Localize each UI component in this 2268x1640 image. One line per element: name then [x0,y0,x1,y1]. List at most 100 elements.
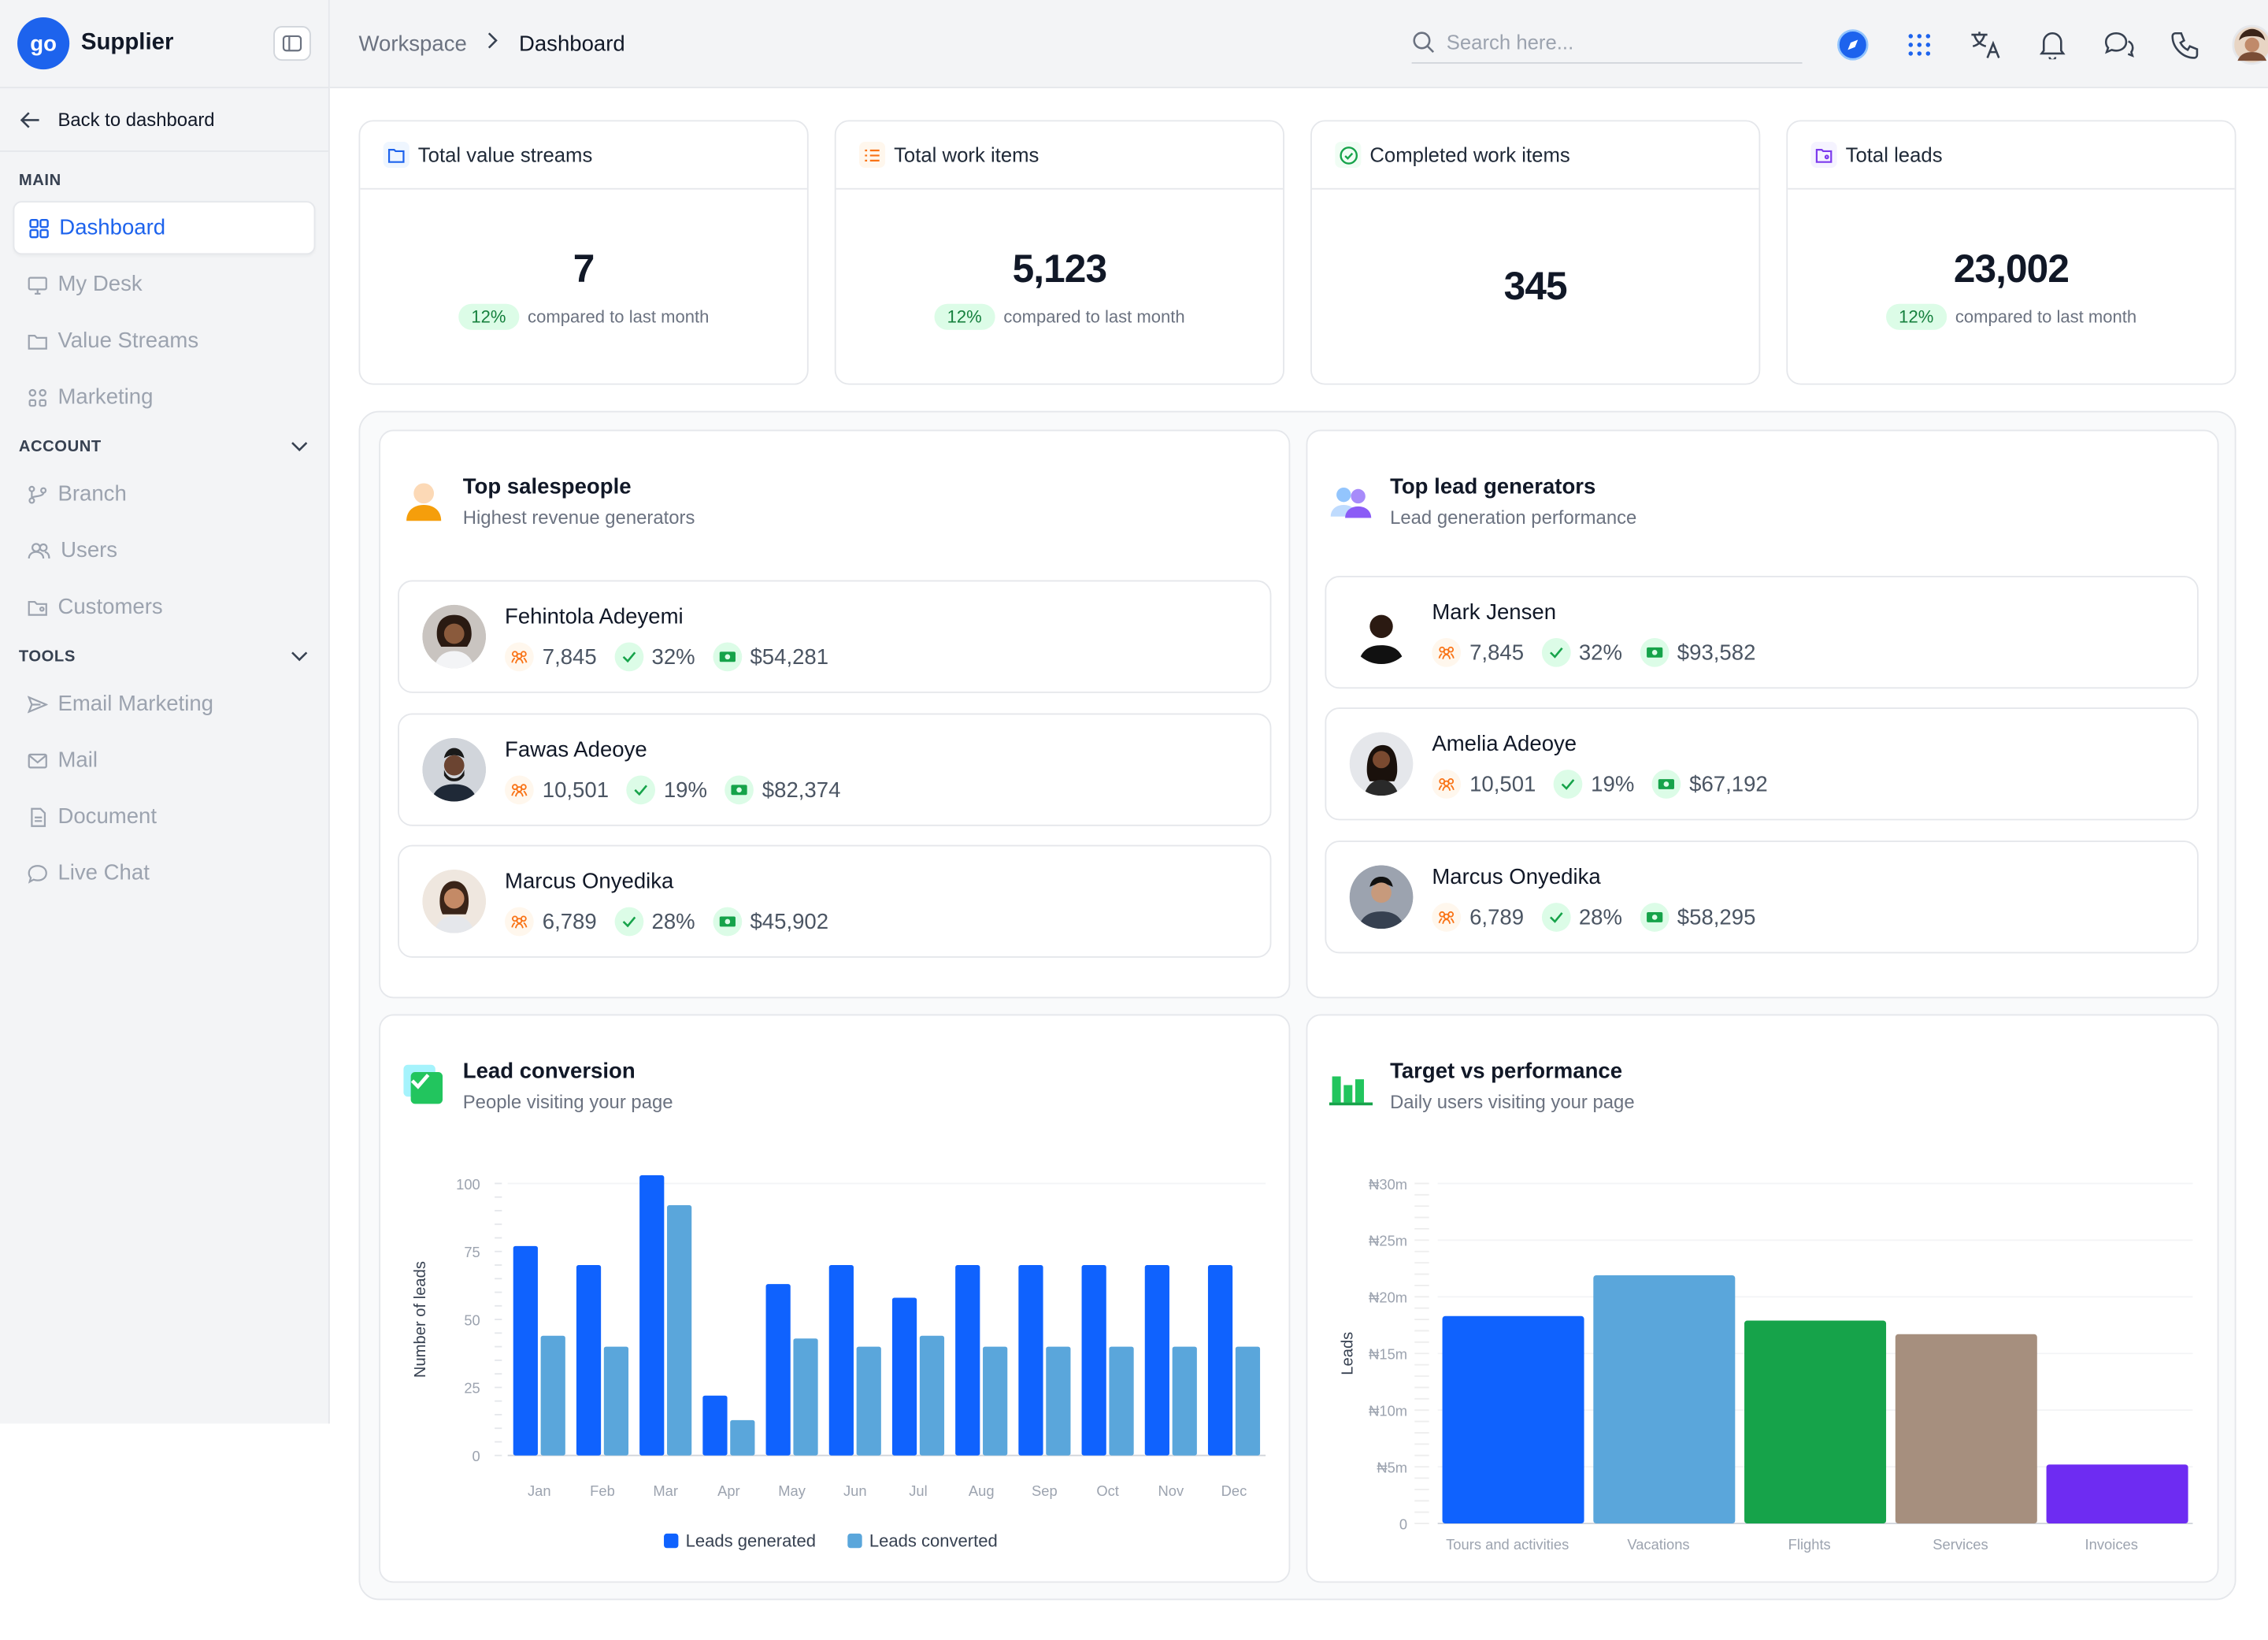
translate-button[interactable] [1953,24,2019,65]
sidebar-item-my-desk[interactable]: My Desk [13,258,316,311]
list-icon [858,141,886,169]
leads-count: 6,789 [542,909,597,934]
x-tick-label: Services [1933,1536,1988,1553]
list-item[interactable]: Fehintola Adeyemi 7,845 32% $54,281 [398,580,1272,693]
stat-card-total-leads[interactable]: Total leads 23,002 12% compared to last m… [1786,120,2236,385]
breadcrumb-dashboard: Dashboard [518,31,625,56]
folder-user-icon [1810,141,1837,169]
revenue: $82,374 [762,777,841,803]
x-tick-label: Nov [1158,1482,1184,1499]
cash-icon [1651,770,1681,799]
stat-card-work-items[interactable]: Total work items 5,123 12% compared to la… [834,120,1284,385]
sidebar-item-label: Customers [57,594,163,620]
sidebar-item-label: Live Chat [57,860,150,886]
sidebar: go Supplier Back to dashboard MAIN Dashb… [0,0,330,1424]
messages-button[interactable] [2086,24,2152,65]
stat-card-value-streams[interactable]: Total value streams 7 12% compared to las… [358,120,809,385]
grid-icon [29,218,49,238]
notifications-button[interactable] [2019,24,2085,65]
sidebar-item-branch[interactable]: Branch [13,467,316,521]
check-circle-icon [1335,141,1362,169]
arrow-left-icon [20,111,39,128]
translate-icon [1971,32,2000,58]
messages-icon [2104,32,2134,58]
change-text: compared to last month [1955,306,2137,328]
x-tick-label: Jan [528,1482,551,1499]
stat-change: 12% compared to last month [836,303,1284,330]
bar-chart-icon [1329,1076,1373,1106]
sidebar-item-email-marketing[interactable]: Email Marketing [13,677,316,731]
conversion-rate: 32% [651,644,695,670]
check-icon [626,775,655,805]
bar-generated [828,1265,854,1456]
bar-converted [603,1346,629,1456]
avatar [1349,865,1414,929]
stat-value: 7 [573,247,595,291]
card-title: Top lead generators [1390,474,1596,499]
y-tick-label: ₦10m [1369,1403,1407,1419]
x-tick-label: Jul [909,1482,927,1499]
sidebar-item-value-streams[interactable]: Value Streams [13,314,316,368]
avatar [422,737,487,802]
sidebar-item-customers[interactable]: Customers [13,581,316,634]
sidebar-item-dashboard[interactable]: Dashboard [13,201,316,255]
x-tick-label: Mar [653,1482,678,1499]
compass-icon [1837,29,1869,61]
list-item[interactable]: Marcus Onyedika 6,789 28% $45,902 [398,844,1272,958]
list-item[interactable]: Mark Jensen 7,845 32% $93,582 [1325,576,2199,689]
leads-icon [1432,770,1462,799]
section-account[interactable]: ACCOUNT [0,429,328,464]
sidebar-item-live-chat[interactable]: Live Chat [13,846,316,900]
top-salespeople-card: Top salespeople Highest revenue generato… [379,429,1291,999]
leads-icon [1432,903,1462,932]
revenue: $67,192 [1689,771,1768,797]
x-tick-label: Flights [1788,1536,1831,1553]
person-stats: 6,789 28% $45,902 [505,907,846,937]
sidebar-toggle-button[interactable] [273,26,311,61]
back-to-dashboard-link[interactable]: Back to dashboard [0,88,328,152]
bar-services [1895,1334,2037,1524]
stat-title: Completed work items [1369,143,1570,167]
list-item[interactable]: Amelia Adeoye 10,501 19% $67,192 [1325,707,2199,821]
card-subtitle: People visiting your page [462,1090,673,1113]
apps-button[interactable] [1886,24,1952,65]
leads-count: 6,789 [1469,904,1525,930]
content-panel: Top salespeople Highest revenue generato… [358,410,2236,1601]
sidebar-item-users[interactable]: Users [13,524,316,577]
target-vs-performance-card: Target vs performance Daily users visiti… [1306,1014,2219,1583]
leads-count: 10,501 [1469,771,1536,797]
folder-icon [383,141,410,169]
list-item[interactable]: Fawas Adeoye 10,501 19% $82,374 [398,713,1272,826]
x-tick-label: Apr [717,1482,740,1499]
phone-button[interactable] [2152,24,2218,65]
check-icon [613,642,643,672]
sidebar-item-label: Marketing [57,384,154,410]
bar-converted [983,1346,1008,1456]
sidebar-item-document[interactable]: Document [13,790,316,844]
breadcrumb-workspace[interactable]: Workspace [358,31,467,56]
sidebar-item-mail[interactable]: Mail [13,733,316,787]
person-stats: 10,501 19% $67,192 [1432,770,1784,799]
user-avatar-button[interactable] [2218,24,2268,65]
back-label: Back to dashboard [57,108,215,131]
y-tick-label: ₦20m [1369,1289,1407,1306]
leads-count: 10,501 [542,777,610,803]
y-tick-label: ₦25m [1369,1233,1407,1249]
app-logo[interactable]: go [17,17,70,70]
search-input[interactable] [1446,29,1780,54]
compass-button[interactable] [1820,24,1886,65]
x-tick-label: Aug [969,1482,995,1499]
bar-converted [1172,1346,1197,1456]
list-item[interactable]: Marcus Onyedika 6,789 28% $58,295 [1325,840,2199,954]
top-lead-generators-card: Top lead generators Lead generation perf… [1306,429,2219,999]
check-icon [1553,770,1583,799]
sidebar-item-marketing[interactable]: Marketing [13,370,316,424]
x-tick-label: Invoices [2085,1536,2138,1553]
stat-header: Total leads [1788,121,2235,190]
section-tools[interactable]: TOOLS [0,640,328,674]
person-name: Mark Jensen [1432,600,1557,625]
bar-generated [765,1284,791,1456]
y-tick-label: 0 [1399,1516,1407,1532]
bar-generated [1144,1265,1169,1456]
stat-card-completed[interactable]: Completed work items 345 [1310,120,1761,385]
